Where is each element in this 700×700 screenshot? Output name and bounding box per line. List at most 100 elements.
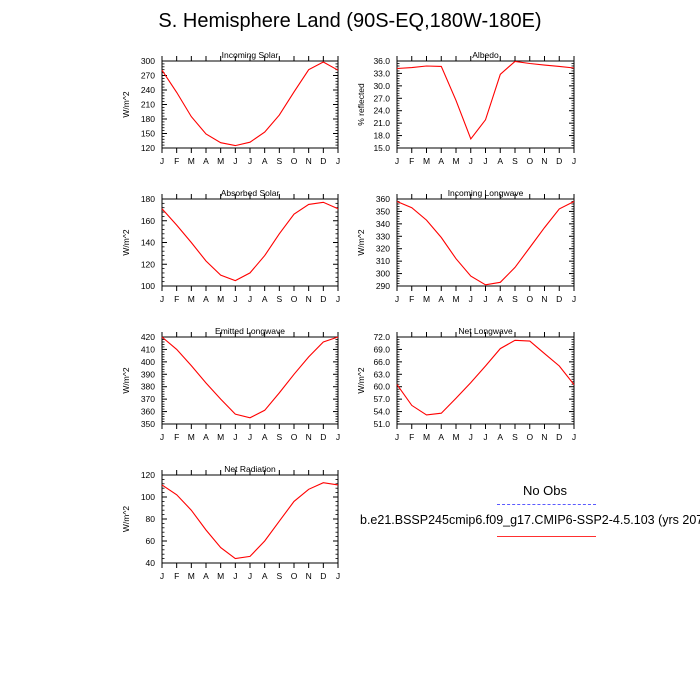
y-tick-label: 420 xyxy=(141,332,155,342)
figure-title: S. Hemisphere Land (90S-EQ,180W-180E) xyxy=(158,10,542,32)
x-tick-label: S xyxy=(276,294,282,304)
y-tick-label: 69.0 xyxy=(373,344,390,354)
x-tick-label: J xyxy=(336,432,340,442)
series-line-model xyxy=(396,339,575,416)
x-tick-label: J xyxy=(248,571,252,581)
x-tick-label: J xyxy=(395,156,399,166)
panel-title: Net Longwave xyxy=(458,326,513,336)
x-tick-label: M xyxy=(452,432,459,442)
panel-incoming-longwave: Incoming Longwave W/m^2 290 300 310 320 330 340… xyxy=(356,188,576,304)
y-axis-label: W/m^2 xyxy=(356,367,366,393)
y-tick-label: 390 xyxy=(141,369,155,379)
y-tick-label: 330 xyxy=(376,231,390,241)
x-tick-label: J xyxy=(395,432,399,442)
y-tick-label: 15.0 xyxy=(373,143,390,153)
x-tick-label: A xyxy=(262,571,268,581)
x-tick-label: N xyxy=(306,294,312,304)
y-tick-label: 120 xyxy=(141,259,155,269)
x-tick-label: S xyxy=(512,156,518,166)
legend-obs-line xyxy=(497,504,596,505)
y-tick-label: 160 xyxy=(141,216,155,226)
x-tick-label: F xyxy=(409,156,414,166)
x-tick-label: J xyxy=(572,432,576,442)
panel-net-longwave: Net Longwave W/m^2 51.0 54.0 57.0 60.0 63.0 66.… xyxy=(356,326,576,442)
y-tick-label: 33.0 xyxy=(373,68,390,78)
x-tick-label: F xyxy=(174,571,179,581)
y-tick-label: 80 xyxy=(146,514,156,524)
panel-title: Incoming Solar xyxy=(222,50,279,60)
y-tick-label: 54.0 xyxy=(373,407,390,417)
panel-title: Emitted Longwave xyxy=(215,326,285,336)
y-tick-label: 240 xyxy=(141,85,155,95)
series-line-model xyxy=(161,336,339,419)
x-tick-label: S xyxy=(512,432,518,442)
x-tick-label: F xyxy=(174,432,179,442)
x-tick-label: J xyxy=(233,294,237,304)
series-line-model xyxy=(161,201,339,282)
x-tick-label: J xyxy=(248,156,252,166)
x-tick-label: S xyxy=(276,432,282,442)
x-tick-label: J xyxy=(469,156,473,166)
legend-model-label: b.e21.BSSP245cmip6.f09_g17.CMIP6-SSP2-4.… xyxy=(360,513,700,527)
x-tick-label: A xyxy=(497,432,503,442)
x-tick-label: F xyxy=(174,294,179,304)
y-axis-label: W/m^2 xyxy=(121,229,131,255)
x-tick-label: M xyxy=(217,156,224,166)
legend-model-line xyxy=(497,536,596,537)
y-tick-label: 21.0 xyxy=(373,118,390,128)
x-tick-label: J xyxy=(160,571,164,581)
x-tick-label: J xyxy=(336,571,340,581)
y-tick-label: 360 xyxy=(141,407,155,417)
y-tick-label: 340 xyxy=(376,219,390,229)
y-tick-label: 360 xyxy=(376,194,390,204)
x-tick-label: A xyxy=(438,294,444,304)
y-tick-label: 140 xyxy=(141,238,155,248)
x-tick-label: J xyxy=(160,156,164,166)
x-tick-label: J xyxy=(572,294,576,304)
y-tick-label: 60.0 xyxy=(373,382,390,392)
legend-title: No Obs xyxy=(522,483,568,498)
plot-frame xyxy=(396,336,575,425)
y-tick-label: 270 xyxy=(141,71,155,81)
x-tick-label: F xyxy=(409,294,414,304)
x-tick-label: D xyxy=(556,294,562,304)
x-tick-label: O xyxy=(291,432,298,442)
y-tick-label: 40 xyxy=(146,558,156,568)
x-tick-label: O xyxy=(291,571,298,581)
series-line-model xyxy=(161,61,339,147)
x-tick-label: O xyxy=(526,294,533,304)
x-tick-label: M xyxy=(452,294,459,304)
x-tick-label: N xyxy=(541,156,547,166)
x-tick-label: D xyxy=(320,294,326,304)
y-tick-label: 370 xyxy=(141,394,155,404)
y-tick-label: 30.0 xyxy=(373,81,390,91)
panel-emitted-longwave: Emitted Longwave W/m^2 350 360 370 380 390 400 4… xyxy=(121,326,340,442)
y-tick-label: 400 xyxy=(141,357,155,367)
y-tick-label: 300 xyxy=(141,56,155,66)
x-tick-label: M xyxy=(188,156,195,166)
y-tick-label: 290 xyxy=(376,281,390,291)
x-tick-label: M xyxy=(188,432,195,442)
x-tick-label: J xyxy=(160,294,164,304)
x-tick-label: N xyxy=(306,432,312,442)
x-tick-label: D xyxy=(320,432,326,442)
y-tick-label: 310 xyxy=(376,256,390,266)
x-tick-label: N xyxy=(306,156,312,166)
x-tick-label: A xyxy=(262,156,268,166)
panel-incoming-solar: Incoming Solar W/m^2 120 150 180 210 240 270 300… xyxy=(121,50,340,166)
x-tick-label: A xyxy=(262,432,268,442)
x-tick-label: A xyxy=(438,156,444,166)
y-tick-label: 300 xyxy=(376,269,390,279)
x-tick-label: N xyxy=(306,571,312,581)
x-tick-label: O xyxy=(526,156,533,166)
y-tick-label: 120 xyxy=(141,470,155,480)
y-tick-label: 57.0 xyxy=(373,394,390,404)
series-line-model xyxy=(396,60,575,141)
x-tick-label: A xyxy=(203,294,209,304)
x-tick-label: A xyxy=(203,432,209,442)
y-tick-label: 100 xyxy=(141,281,155,291)
panel-title: Net Radiation xyxy=(224,464,276,474)
x-tick-label: D xyxy=(320,571,326,581)
panel-albedo: Albedo % reflected 15.0 18.0 21.0 24.0 27.0 30.… xyxy=(356,50,576,166)
